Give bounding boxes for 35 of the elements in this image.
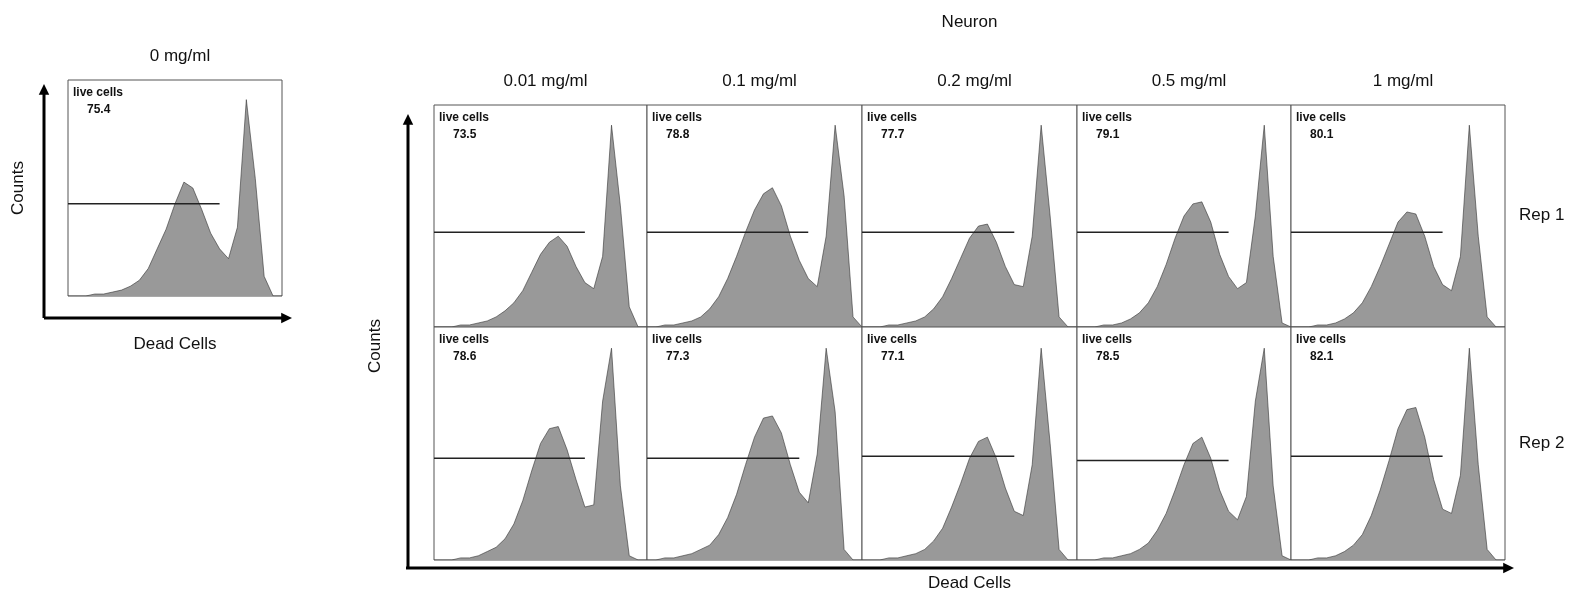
annotation: 79.1 <box>1096 127 1120 141</box>
y-axis-title: Counts <box>8 160 28 217</box>
text: live cells <box>1082 110 1133 124</box>
text: live cells <box>1296 110 1347 124</box>
text: live cells <box>439 110 490 124</box>
text: live cells <box>73 85 124 99</box>
y2-axis-title: Rep 1 <box>1519 205 1565 224</box>
annotation: 77.7 <box>881 127 905 141</box>
annotation: 80.1 <box>1310 127 1334 141</box>
text: live cells <box>867 110 918 124</box>
y2-axis-title: Rep 2 <box>1519 432 1565 452</box>
text: live cells <box>652 110 703 124</box>
chart-title: 0.01 mg/ml <box>503 71 588 90</box>
chart-title: 0.5 mg/ml <box>1151 71 1227 90</box>
annotation: 73.5 <box>453 127 477 141</box>
text: live cells <box>439 332 490 346</box>
annotation: 77.3 <box>666 349 690 363</box>
text: live cells <box>867 332 918 346</box>
annotation: 75.4 <box>87 102 111 116</box>
text: live cells <box>1082 332 1133 346</box>
annotation: 78.8 <box>666 127 690 141</box>
annotation: 82.1 <box>1310 349 1334 363</box>
text: Neuron <box>940 12 999 32</box>
text: live cells <box>652 332 703 346</box>
annotation: 77.1 <box>881 349 905 363</box>
annotation: 78.6 <box>453 349 477 363</box>
chart-title: 0 mg/ml <box>149 46 211 65</box>
chart-title: 0.1 mg/ml <box>722 71 797 90</box>
x-axis-title: Dead Cells <box>132 334 218 354</box>
chart-title: 0.2 mg/ml <box>937 71 1012 90</box>
chart-title: 1 mg/ml <box>1372 71 1434 90</box>
text: Dead Cells <box>926 573 1013 593</box>
text: Counts <box>365 318 385 375</box>
annotation: 78.5 <box>1096 349 1120 363</box>
text: live cells <box>1296 332 1347 346</box>
